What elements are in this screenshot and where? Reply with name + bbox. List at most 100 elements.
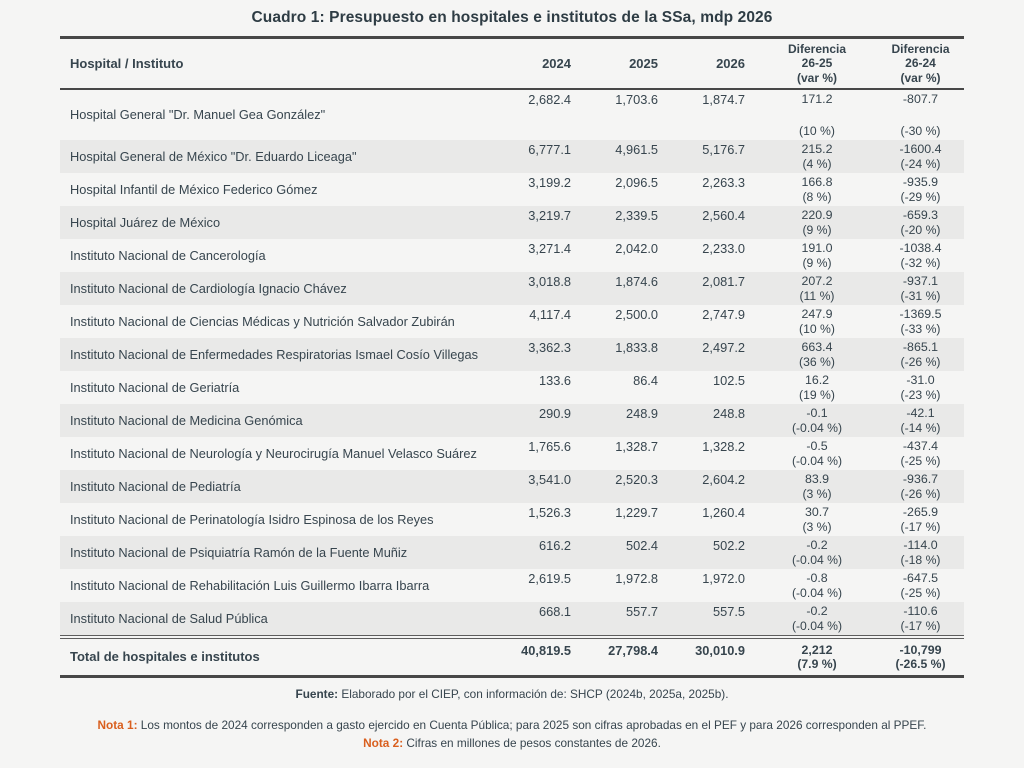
row-diff-26-25-percent: (-0.04 %) xyxy=(791,421,843,435)
row-diff-26-25: 171.2 (10 %) xyxy=(757,90,877,140)
row-diff-26-24-value: -659.3 xyxy=(902,208,939,222)
row-hospital-name: Hospital General "Dr. Manuel Gea Gonzále… xyxy=(70,107,326,122)
row-diff-26-25-value: 247.9 xyxy=(801,307,833,321)
row-diff-26-24-value: -865.1 xyxy=(902,340,939,354)
total-diff-26-24-percent: (-26.5 %) xyxy=(895,657,946,671)
row-value-2026: 2,747.9 xyxy=(702,307,745,322)
row-diff-26-24-percent: (-20 %) xyxy=(900,223,941,237)
total-diff-26-25-percent: (7.9 %) xyxy=(797,657,837,671)
row-diff-26-24-percent: (-29 %) xyxy=(900,190,941,204)
row-value-2026: 2,497.2 xyxy=(702,340,745,355)
row-value-2025: 4,961.5 xyxy=(615,142,658,157)
row-diff-26-24-percent: (-24 %) xyxy=(900,157,941,171)
header-diferencia-26-25: Diferencia 26-25 (var %) xyxy=(757,39,877,88)
row-value-2024: 133.6 xyxy=(538,373,571,388)
row-diff-26-25-value: 191.0 xyxy=(801,241,833,255)
notes-block: Nota 1: Los montos de 2024 corresponden … xyxy=(0,716,1024,752)
row-diff-26-24-value: -937.1 xyxy=(902,274,939,288)
row-hospital-name: Instituto Nacional de Cancerología xyxy=(70,247,266,263)
row-hospital-name: Hospital General de México "Dr. Eduardo … xyxy=(70,148,357,164)
row-diff-26-25-percent: (3 %) xyxy=(802,520,832,534)
header-2024: 2024 xyxy=(542,56,571,71)
total-2024: 40,819.5 xyxy=(521,643,571,658)
table-row: Instituto Nacional de Neurología y Neuro… xyxy=(60,437,964,470)
row-value-2024: 1,526.3 xyxy=(528,505,571,520)
total-diff-26-25: 2,212 (7.9 %) xyxy=(757,639,877,675)
row-diff-26-25-percent: (8 %) xyxy=(802,190,832,204)
row-value-2025: 2,520.3 xyxy=(615,472,658,487)
row-diff-26-25-percent: (-0.04 %) xyxy=(791,553,843,567)
row-diff-26-25-value: -0.2 xyxy=(806,538,828,552)
budget-table: Hospital / Instituto 2024 2025 2026 Dife… xyxy=(60,36,964,678)
row-value-2025: 1,972.8 xyxy=(615,571,658,586)
row-value-2026: 2,604.2 xyxy=(702,472,745,487)
row-diff-26-25: 30.7 (3 %) xyxy=(757,503,877,536)
total-label: Total de hospitales e institutos xyxy=(70,649,260,664)
table-row: Instituto Nacional de Enfermedades Respi… xyxy=(60,338,964,371)
row-diff-26-24-percent: (-30 %) xyxy=(900,124,941,138)
header-2026: 2026 xyxy=(716,56,745,71)
table-row: Instituto Nacional de Cancerología 3,271… xyxy=(60,239,964,272)
table-header-row: Hospital / Instituto 2024 2025 2026 Dife… xyxy=(60,36,964,90)
row-diff-26-24: -265.9 (-17 %) xyxy=(877,503,964,536)
row-value-2025: 1,229.7 xyxy=(615,505,658,520)
row-hospital-name: Hospital Juárez de México xyxy=(70,214,221,230)
row-diff-26-24-value: -265.9 xyxy=(902,505,939,519)
row-value-2024: 6,777.1 xyxy=(528,142,571,157)
row-diff-26-24-percent: (-26 %) xyxy=(900,487,941,501)
row-diff-26-24: -42.1 (-14 %) xyxy=(877,404,964,437)
row-diff-26-24-percent: (-26 %) xyxy=(900,355,941,369)
row-diff-26-25-percent: (36 %) xyxy=(799,355,835,369)
row-diff-26-24: -937.1 (-31 %) xyxy=(877,272,964,305)
row-diff-26-25: 215.2 (4 %) xyxy=(757,140,877,173)
total-diff-26-25-value: 2,212 xyxy=(801,643,833,657)
header-2025: 2025 xyxy=(629,56,658,71)
header-diferencia-26-25-line1: Diferencia xyxy=(787,41,847,56)
row-diff-26-25-value: -0.8 xyxy=(806,571,828,585)
row-value-2024: 2,682.4 xyxy=(528,92,571,107)
row-diff-26-25-percent: (3 %) xyxy=(802,487,832,501)
row-value-2024: 3,219.7 xyxy=(528,208,571,223)
row-value-2026: 102.5 xyxy=(712,373,745,388)
total-diff-26-24: -10,799 (-26.5 %) xyxy=(877,639,964,675)
row-value-2026: 248.8 xyxy=(712,406,745,421)
row-hospital-name: Instituto Nacional de Psiquiatría Ramón … xyxy=(70,544,408,560)
row-diff-26-25-value: 215.2 xyxy=(801,142,833,156)
row-diff-26-25: -0.1 (-0.04 %) xyxy=(757,404,877,437)
total-2025: 27,798.4 xyxy=(608,643,658,658)
row-diff-26-24-percent: (-33 %) xyxy=(900,322,941,336)
row-diff-26-25-value: 16.2 xyxy=(804,373,830,387)
row-diff-26-24-percent: (-18 %) xyxy=(900,553,941,567)
row-diff-26-24-value: -647.5 xyxy=(902,571,939,585)
row-diff-26-25: -0.2 (-0.04 %) xyxy=(757,536,877,569)
row-diff-26-24: -936.7 (-26 %) xyxy=(877,470,964,503)
note-2: Nota 2: Cifras en millones de pesos cons… xyxy=(0,734,1024,752)
row-diff-26-24-percent: (-14 %) xyxy=(900,421,941,435)
row-diff-26-25-percent: (10 %) xyxy=(799,124,835,138)
table-title: Cuadro 1: Presupuesto en hospitales e in… xyxy=(251,9,773,26)
row-diff-26-25: -0.5 (-0.04 %) xyxy=(757,437,877,470)
row-value-2024: 616.2 xyxy=(538,538,571,553)
table-row: Instituto Nacional de Psiquiatría Ramón … xyxy=(60,536,964,569)
row-value-2026: 502.2 xyxy=(712,538,745,553)
row-hospital-name: Instituto Nacional de Salud Pública xyxy=(70,610,268,626)
row-diff-26-25-percent: (11 %) xyxy=(799,289,835,303)
table-row: Instituto Nacional de Ciencias Médicas y… xyxy=(60,305,964,338)
row-value-2025: 86.4 xyxy=(633,373,658,388)
row-value-2024: 290.9 xyxy=(538,406,571,421)
row-value-2025: 2,096.5 xyxy=(615,175,658,190)
table-row: Instituto Nacional de Medicina Genómica … xyxy=(60,404,964,437)
row-diff-26-24-percent: (-32 %) xyxy=(900,256,941,270)
row-value-2026: 1,260.4 xyxy=(702,505,745,520)
note-2-label: Nota 2: xyxy=(363,736,404,750)
row-diff-26-24-value: -114.0 xyxy=(903,538,938,552)
row-diff-26-25: 166.8 (8 %) xyxy=(757,173,877,206)
header-diferencia-26-24: Diferencia 26-24 (var %) xyxy=(877,39,964,88)
row-diff-26-25-value: 83.9 xyxy=(804,472,830,486)
row-diff-26-24-percent: (-25 %) xyxy=(900,454,941,468)
table-body: Hospital General "Dr. Manuel Gea Gonzále… xyxy=(60,90,964,635)
row-diff-26-24-value: -807.7 xyxy=(902,92,939,106)
row-diff-26-24: -437.4 (-25 %) xyxy=(877,437,964,470)
row-diff-26-25-value: -0.2 xyxy=(806,604,828,618)
row-value-2025: 2,500.0 xyxy=(615,307,658,322)
